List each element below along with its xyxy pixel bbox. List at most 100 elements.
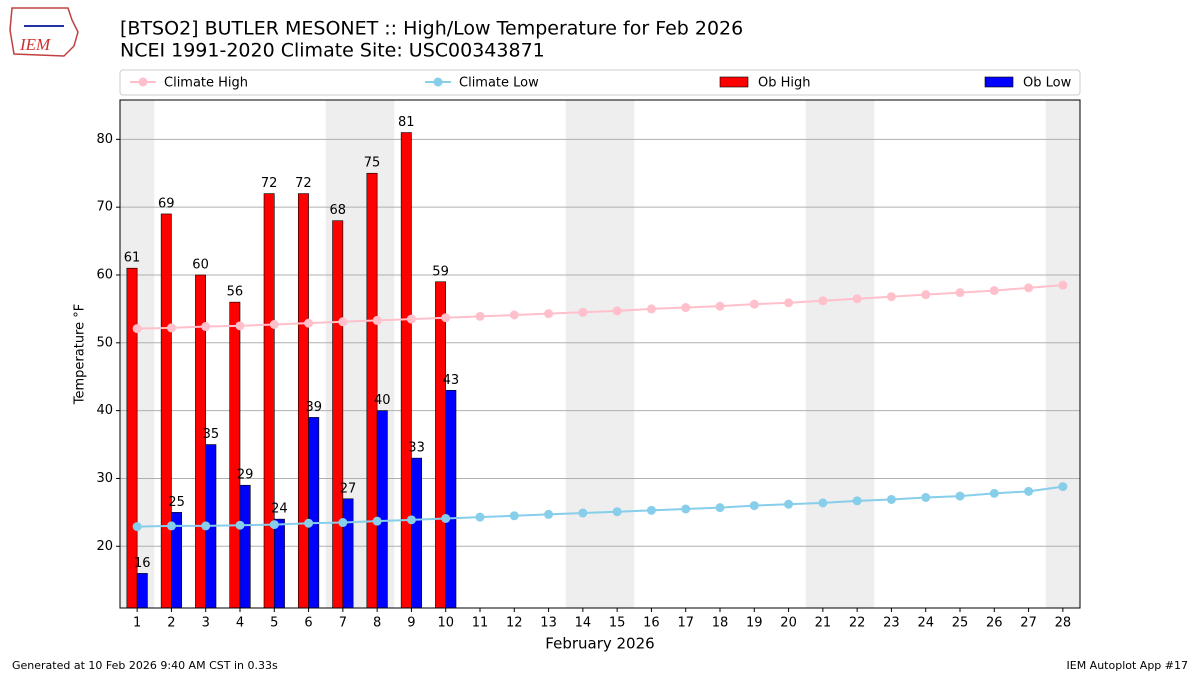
bar bbox=[366, 172, 378, 609]
line-point bbox=[372, 315, 382, 325]
line-point bbox=[989, 286, 999, 296]
line-point bbox=[441, 313, 451, 323]
bar bbox=[263, 193, 275, 609]
x-tick-label: 19 bbox=[746, 616, 763, 631]
legend-marker bbox=[138, 77, 148, 87]
line-point bbox=[475, 311, 485, 321]
data-label: 68 bbox=[329, 203, 346, 218]
logo: IEM bbox=[9, 7, 79, 57]
y-tick-label: 80 bbox=[96, 132, 113, 147]
data-label: 39 bbox=[305, 400, 322, 415]
x-tick-label: 16 bbox=[643, 616, 660, 631]
line-point bbox=[612, 507, 622, 517]
line-point bbox=[132, 522, 142, 532]
data-label: 27 bbox=[340, 481, 357, 496]
legend-label: Ob High bbox=[758, 76, 811, 91]
data-label: 35 bbox=[203, 427, 220, 442]
x-tick-label: 9 bbox=[407, 616, 415, 631]
x-tick-label: 27 bbox=[1020, 616, 1037, 631]
line-point bbox=[1058, 482, 1068, 492]
line-point bbox=[921, 290, 931, 300]
y-tick-label: 50 bbox=[96, 335, 113, 350]
x-tick-label: 15 bbox=[609, 616, 626, 631]
plot-frame bbox=[119, 99, 1081, 609]
weekend-shade bbox=[805, 100, 840, 608]
data-label: 25 bbox=[168, 495, 185, 510]
y-axis-label: Temperature °F bbox=[73, 304, 88, 405]
line-point bbox=[304, 518, 314, 528]
legend-marker bbox=[433, 77, 443, 87]
bar bbox=[229, 301, 241, 609]
x-axis-label: February 2026 bbox=[545, 635, 654, 653]
logo-text: IEM bbox=[19, 35, 51, 54]
x-tick-label: 17 bbox=[677, 616, 694, 631]
y-tick-label: 70 bbox=[96, 200, 113, 215]
chart-title: [BTSO2] BUTLER MESONET :: High/Low Tempe… bbox=[120, 18, 743, 40]
data-label: 29 bbox=[237, 468, 254, 483]
line-point bbox=[338, 317, 348, 327]
y-tick-label: 20 bbox=[96, 539, 113, 554]
data-label: 61 bbox=[124, 251, 141, 266]
x-tick-label: 23 bbox=[883, 616, 900, 631]
x-tick-label: 26 bbox=[986, 616, 1003, 631]
line-point bbox=[715, 301, 725, 311]
line-point bbox=[338, 518, 348, 528]
x-tick-label: 2 bbox=[167, 616, 175, 631]
footer-left: Generated at 10 Feb 2026 9:40 AM CST in … bbox=[12, 659, 278, 672]
line-point bbox=[406, 314, 416, 324]
weekend-shade bbox=[840, 100, 875, 608]
line-point bbox=[681, 504, 691, 514]
weekend-shade bbox=[600, 100, 635, 608]
data-label: 24 bbox=[271, 502, 288, 517]
line-point bbox=[955, 491, 965, 501]
bar bbox=[411, 457, 423, 609]
line-point bbox=[681, 303, 691, 313]
line-point bbox=[235, 321, 245, 331]
x-tick-label: 25 bbox=[952, 616, 969, 631]
x-tick-label: 7 bbox=[339, 616, 347, 631]
x-tick-label: 3 bbox=[202, 616, 210, 631]
line-point bbox=[852, 294, 862, 304]
line-point bbox=[749, 501, 759, 511]
x-tick-label: 28 bbox=[1055, 616, 1072, 631]
line-point bbox=[852, 496, 862, 506]
line-point bbox=[372, 516, 382, 526]
y-tick-label: 60 bbox=[96, 267, 113, 282]
x-tick-label: 5 bbox=[270, 616, 278, 631]
line-point bbox=[715, 503, 725, 513]
bar bbox=[342, 498, 354, 609]
line bbox=[137, 485, 1063, 528]
bar bbox=[400, 132, 412, 609]
bar bbox=[435, 281, 447, 609]
line-point bbox=[235, 520, 245, 530]
line-point bbox=[304, 318, 314, 328]
x-tick-label: 24 bbox=[917, 616, 934, 631]
data-label: 33 bbox=[408, 441, 425, 456]
bar bbox=[160, 213, 172, 609]
line-point bbox=[509, 511, 519, 521]
data-label: 43 bbox=[443, 373, 460, 388]
data-label: 59 bbox=[432, 264, 449, 279]
line-point bbox=[1024, 486, 1034, 496]
y-tick-label: 40 bbox=[96, 403, 113, 418]
line-point bbox=[1024, 283, 1034, 293]
x-tick-label: 8 bbox=[373, 616, 381, 631]
chart-subtitle: NCEI 1991-2020 Climate Site: USC00343871 bbox=[120, 40, 545, 62]
legend-swatch bbox=[719, 76, 749, 88]
bar bbox=[332, 220, 344, 609]
data-label: 40 bbox=[374, 393, 391, 408]
legend-label: Climate High bbox=[164, 76, 248, 91]
weekend-shade bbox=[565, 100, 600, 608]
weekend-shade bbox=[1045, 100, 1080, 608]
line-point bbox=[578, 307, 588, 317]
x-tick-label: 12 bbox=[506, 616, 523, 631]
x-tick-label: 18 bbox=[712, 616, 729, 631]
data-label: 69 bbox=[158, 196, 175, 211]
line-point bbox=[818, 296, 828, 306]
line bbox=[137, 284, 1063, 330]
line-point bbox=[509, 310, 519, 320]
data-label: 56 bbox=[227, 285, 244, 300]
bar bbox=[445, 389, 457, 609]
data-label: 75 bbox=[364, 156, 381, 171]
line-point bbox=[166, 521, 176, 531]
